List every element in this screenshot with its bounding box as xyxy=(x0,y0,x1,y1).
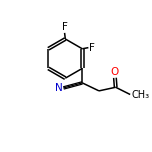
Text: CH₃: CH₃ xyxy=(132,90,150,100)
Text: F: F xyxy=(89,43,95,53)
Text: O: O xyxy=(111,67,119,77)
Text: F: F xyxy=(62,22,67,32)
Text: N: N xyxy=(55,83,62,93)
